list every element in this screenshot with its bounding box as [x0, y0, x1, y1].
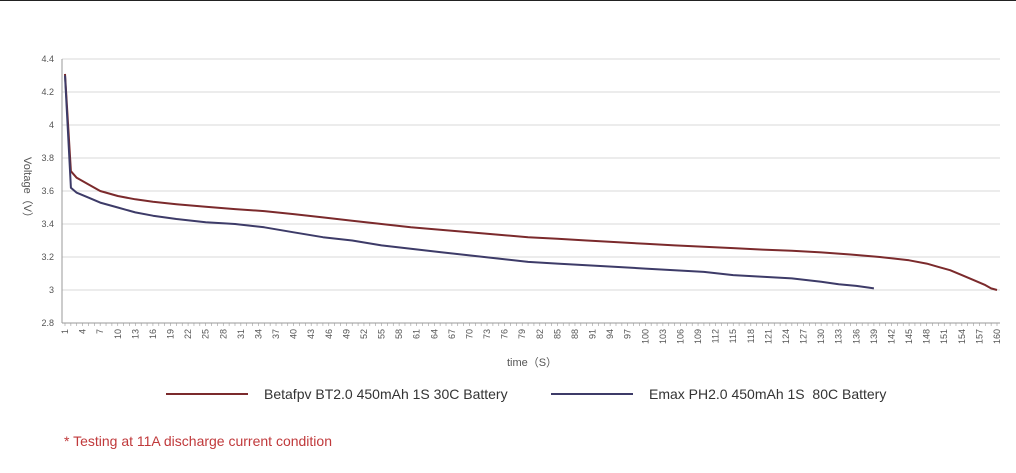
- x-tick-label: 13: [130, 329, 140, 339]
- x-tick-label: 22: [183, 329, 193, 339]
- x-axis-title: time（S）: [507, 356, 557, 369]
- legend-item-betafpv: Betafpv BT2.0 450mAh 1S 30C Battery: [166, 386, 508, 402]
- x-tick-label: 40: [289, 329, 299, 339]
- x-tick-label: 19: [166, 329, 176, 339]
- y-tick-label: 4: [49, 120, 54, 130]
- x-tick-label: 70: [464, 329, 474, 339]
- x-tick-label: 109: [693, 329, 703, 344]
- x-tick-label: 151: [939, 329, 949, 344]
- series-line-betafpv: [64, 73, 998, 291]
- y-tick-label: 4.4: [41, 54, 54, 64]
- y-axis-tick-labels: 2.8 3 3.2 3.4 3.6 3.8 4 4.2 4.4: [41, 54, 54, 328]
- x-tick-label: 94: [605, 329, 615, 339]
- x-tick-label: 115: [728, 329, 738, 343]
- x-tick-label: 64: [429, 329, 439, 339]
- x-tick-label: 31: [236, 329, 246, 339]
- x-tick-label: 34: [253, 329, 263, 339]
- x-tick-label: 100: [640, 329, 650, 344]
- x-tick-label: 37: [271, 329, 281, 339]
- x-tick-label: 139: [869, 329, 879, 344]
- x-tick-label: 7: [95, 329, 105, 334]
- y-tick-label: 4.2: [41, 87, 54, 97]
- series-lines: [64, 73, 998, 291]
- x-axis-tick-labels: 1 4 7 10 13 16 19 22 25 28 31 34 37 40 43 46 49 52 55 58 61 6…: [60, 329, 1002, 344]
- x-tick-label: 25: [201, 329, 211, 339]
- x-tick-label: 49: [341, 329, 351, 339]
- chart-axes: [61, 59, 1000, 326]
- x-tick-label: 79: [517, 329, 527, 339]
- legend-swatch-betafpv: [166, 393, 248, 395]
- x-tick-label: 61: [412, 329, 422, 339]
- x-tick-label: 142: [886, 329, 896, 344]
- series-line-emax: [64, 75, 875, 290]
- x-tick-label: 1: [60, 329, 70, 334]
- x-tick-label: 148: [922, 329, 932, 344]
- y-tick-label: 3.2: [41, 252, 54, 262]
- y-tick-label: 3: [49, 285, 54, 295]
- x-tick-label: 112: [711, 329, 721, 343]
- x-tick-label: 52: [359, 329, 369, 339]
- x-tick-label: 97: [623, 329, 633, 339]
- x-tick-label: 43: [306, 329, 316, 339]
- y-axis-title: Voltage（V）: [21, 157, 34, 223]
- x-tick-label: 133: [834, 329, 844, 344]
- top-border-line: [0, 0, 1016, 1]
- x-tick-label: 82: [535, 329, 545, 339]
- x-tick-label: 136: [851, 329, 861, 344]
- legend-label-betafpv: Betafpv BT2.0 450mAh 1S 30C Battery: [264, 386, 508, 402]
- x-tick-label: 46: [324, 329, 334, 339]
- x-tick-label: 154: [957, 329, 967, 344]
- x-tick-label: 4: [78, 329, 88, 334]
- y-tick-label: 3.8: [41, 153, 54, 163]
- x-tick-label: 106: [675, 329, 685, 344]
- legend-item-emax: Emax PH2.0 450mAh 1S 80C Battery: [551, 386, 886, 402]
- x-tick-label: 58: [394, 329, 404, 339]
- discharge-line-chart: 2.8 3 3.2 3.4 3.6 3.8 4 4.2 4.4 1 4 7 10 13 16 19 22 25 2…: [21, 54, 1002, 369]
- x-tick-label: 16: [148, 329, 158, 339]
- x-tick-label: 91: [588, 329, 598, 339]
- legend-swatch-emax: [551, 393, 633, 395]
- x-tick-label: 124: [781, 329, 791, 344]
- x-tick-label: 118: [746, 329, 756, 343]
- y-tick-label: 2.8: [41, 318, 54, 328]
- x-tick-label: 10: [113, 329, 123, 339]
- x-tick-label: 145: [904, 329, 914, 344]
- x-tick-label: 55: [377, 329, 387, 339]
- x-tick-label: 130: [816, 329, 826, 344]
- x-tick-label: 103: [658, 329, 668, 344]
- chart-legend: Betafpv BT2.0 450mAh 1S 30C Battery Emax…: [0, 386, 1016, 408]
- x-tick-label: 73: [482, 329, 492, 339]
- x-tick-label: 121: [763, 329, 773, 344]
- x-tick-label: 28: [218, 329, 228, 339]
- y-tick-label: 3.6: [41, 186, 54, 196]
- x-tick-label: 76: [500, 329, 510, 339]
- y-tick-label: 3.4: [41, 219, 54, 229]
- legend-label-emax: Emax PH2.0 450mAh 1S 80C Battery: [649, 386, 887, 402]
- x-tick-label: 127: [799, 329, 809, 344]
- x-tick-label: 85: [552, 329, 562, 339]
- test-condition-footnote: * Testing at 11A discharge current condi…: [64, 433, 332, 449]
- x-tick-label: 157: [974, 329, 984, 344]
- x-tick-label: 67: [447, 329, 457, 339]
- x-tick-label: 88: [570, 329, 580, 339]
- x-tick-label: 160: [992, 329, 1002, 344]
